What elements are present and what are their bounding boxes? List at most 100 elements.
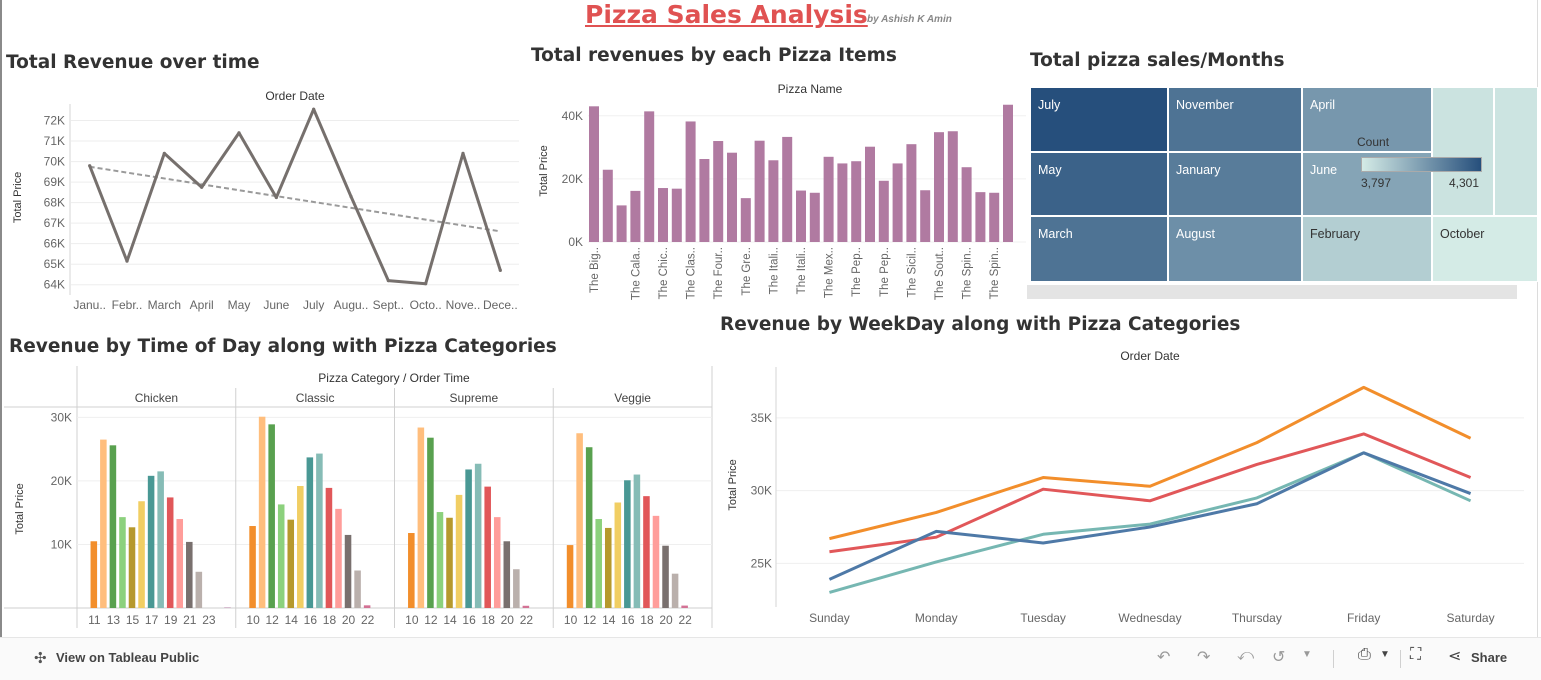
x-tick-label: Dece.. [483,298,518,312]
x-tick-label: The Pep.. [879,247,891,297]
x-tick-label: April [190,298,214,312]
hour-bar [354,570,361,608]
treemap-cell[interactable]: April [1302,87,1432,152]
revenue-bar [934,132,944,242]
hour-bar [455,494,463,608]
data-point [498,268,502,272]
hour-bar [268,424,275,608]
x-tick-label: 23 [202,613,216,627]
trend-line [89,165,501,233]
color-legend[interactable]: Count 3,797 4,301 [1357,135,1497,193]
hour-bar [513,569,520,608]
dashboard-title: Pizza Sales Analysis [585,0,868,29]
data-point [88,164,92,168]
treemap-cell[interactable]: March [1030,216,1168,282]
share-button[interactable]: Share [1471,650,1508,665]
hour-bar [417,427,425,608]
x-tick-label: 19 [164,613,178,627]
legend-title: Count [1357,135,1390,149]
treemap-cell[interactable]: January [1168,152,1302,216]
undo-icon[interactable]: ↶ [1157,649,1171,666]
revenue-bar [892,163,903,242]
revert-icon[interactable]: ⤺ [1237,647,1255,664]
revenue-by-weekday-chart[interactable]: Order Date Total Price 25K 30K 35K Sunday Mond… [718,345,1534,633]
weekday-series-line [829,432,1472,554]
x-tick-label: Sept.. [373,298,404,312]
hour-bar [671,573,679,608]
horizontal-scrollbar[interactable] [1027,285,1517,299]
download-menu-chevron-icon[interactable]: ▼ [1380,649,1390,660]
revenue-bar [865,146,875,242]
revenue-bar [630,190,641,242]
x-tick-label: 10 [246,613,260,627]
sales-by-month-treemap[interactable]: July May March November January August April Ju… [1030,87,1538,282]
x-tick-label: May [228,298,251,312]
revenue-bar [602,169,613,242]
revenue-bar [727,152,737,242]
x-tick-label: The Cala.. [630,247,642,300]
x-tick-label: Tuesday [1020,611,1066,625]
download-icon[interactable]: ⎙ [1358,646,1371,663]
y-tick-label: 68K [44,196,65,210]
treemap-cell-label: February [1310,227,1361,241]
hour-bar [595,519,602,608]
toolbar-separator [1333,650,1334,668]
x-tick-label: Febr.. [112,298,143,312]
y-tick-label: 35K [751,411,772,425]
y-tick-label: 66K [44,237,65,251]
revenue-bar [947,131,958,242]
y-tick-label: 30K [51,410,72,424]
x-tick-label: Sunday [809,611,850,625]
revenue-bar [616,205,627,242]
share-icon[interactable]: ⋖ [1448,648,1462,665]
revenue-bar [878,180,889,242]
revenue-by-item-chart[interactable]: Pizza Name Total Price 0K 20K 40K The Big.. Th… [530,75,1026,307]
x-tick-label: 21 [183,613,197,627]
chevron-down-icon[interactable]: ▼ [1302,649,1312,660]
hour-bar [604,527,612,608]
sheet-title-revenue-by-weekday: Revenue by WeekDay along with Pizza Cate… [720,314,1241,335]
treemap-cell-label: January [1176,163,1221,177]
weekday-series-line [829,451,1472,594]
refresh-icon[interactable]: ↺ [1272,649,1286,666]
x-tick-label: Augu.. [334,298,369,312]
treemap-cell-label: March [1038,227,1073,241]
hour-bar [681,605,688,608]
treemap-cell[interactable] [1432,87,1494,216]
hour-bar [90,541,98,608]
fullscreen-icon[interactable]: ⛶ [1410,646,1422,663]
x-tick-label: 11 [88,613,101,627]
x-tick-label: July [303,298,324,312]
treemap-cell[interactable]: February [1302,216,1432,282]
hour-bar [147,475,155,608]
revenue-over-time-chart[interactable]: Order Date Total Price 64K 65K 66K 67K 68K 69K 7… [4,82,524,318]
hour-bar [195,571,203,608]
y-tick-label: 65K [44,257,65,271]
treemap-cell[interactable] [1494,87,1538,216]
revenue-by-time-chart[interactable]: Pizza Category / Order Time Total Price 10… [4,366,716,632]
x-axis-title: Pizza Name [778,82,843,96]
hour-bar [100,439,107,608]
x-tick-label: 20 [342,613,356,627]
treemap-cell[interactable]: August [1168,216,1302,282]
treemap-cell[interactable]: May [1030,152,1168,216]
y-tick-label: 67K [44,216,65,230]
x-tick-label: Nove.. [446,298,481,312]
view-on-tableau-link[interactable]: View on Tableau Public [56,650,200,665]
hour-bar [224,607,231,608]
x-tick-label: 12 [583,613,597,627]
hour-bar [484,486,491,608]
hour-bar [662,545,669,608]
treemap-cell-label: November [1176,98,1234,112]
hour-bar [297,485,304,608]
revenue-bar [644,111,655,242]
hour-bar [325,487,333,608]
redo-icon[interactable]: ↷ [1197,649,1211,666]
treemap-cell[interactable]: November [1168,87,1302,152]
revenue-bar [906,144,917,242]
y-tick-label: 64K [44,278,65,292]
legend-color-ramp [1361,157,1482,172]
treemap-cell[interactable]: July [1030,87,1168,152]
treemap-cell[interactable]: October [1432,216,1538,282]
hour-bar [633,474,641,608]
